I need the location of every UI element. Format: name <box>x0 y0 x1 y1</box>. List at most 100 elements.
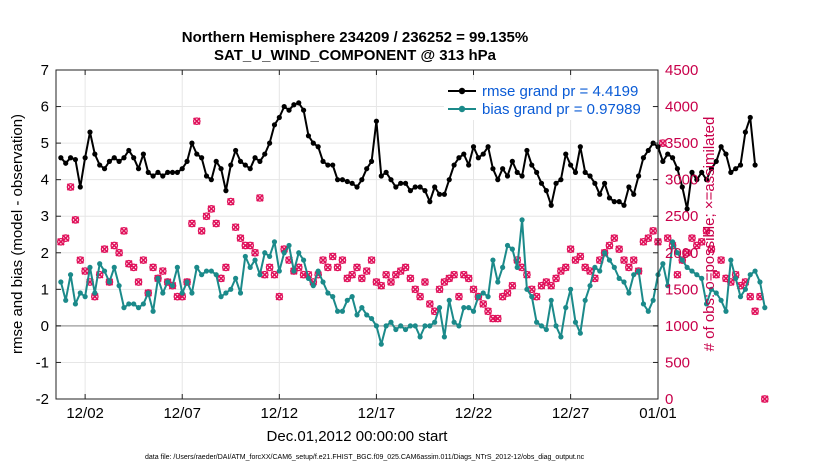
rmse-point <box>747 114 753 121</box>
bias-point <box>737 294 744 300</box>
rmse-point <box>708 166 715 172</box>
bias-point <box>87 264 93 270</box>
x-tick-label: 12/12 <box>261 405 299 422</box>
rmse-point <box>116 158 122 164</box>
bias-point <box>145 290 151 296</box>
bias-point <box>267 253 273 260</box>
rmse-point <box>135 166 142 172</box>
rmse-point <box>106 158 113 164</box>
rmse-point <box>199 155 205 161</box>
rmse-point <box>606 195 613 201</box>
obs-possible-point <box>688 234 696 243</box>
bias-point <box>568 286 574 292</box>
rmse-point <box>538 180 545 186</box>
bias-point <box>475 294 481 300</box>
obs-assimilated-point <box>426 300 434 308</box>
rmse-point <box>626 184 632 190</box>
obs-possible-point <box>197 226 206 235</box>
bias-point <box>344 297 350 303</box>
obs-assimilated-point <box>576 252 585 261</box>
obs-assimilated-point <box>450 270 458 279</box>
obs-possible-point <box>557 267 565 275</box>
obs-possible-point <box>173 292 182 301</box>
bias-point <box>393 326 399 333</box>
rmse-point <box>291 102 297 108</box>
obs-assimilated-point <box>751 307 759 316</box>
rmse-point <box>509 158 515 164</box>
obs-assimilated-point <box>561 263 570 272</box>
obs-assimilated-point <box>746 292 755 301</box>
rmse-point <box>694 177 700 183</box>
obs-possible-point <box>401 263 410 272</box>
rmse-point <box>189 140 195 146</box>
rmse-point <box>218 166 224 172</box>
obs-possible-point <box>324 263 332 272</box>
bias-point <box>364 312 370 318</box>
rmse-point <box>466 162 472 168</box>
obs-assimilated-point <box>435 285 444 294</box>
obs-possible-point <box>212 219 221 228</box>
obs-assimilated-point <box>406 274 415 283</box>
bias-point <box>101 268 108 274</box>
obs-possible-point <box>445 274 454 283</box>
obs-assimilated-point <box>673 270 682 279</box>
obs-possible-point <box>425 300 434 308</box>
rmse-point <box>470 144 477 150</box>
obs-assimilated-point <box>503 289 512 297</box>
bias-point <box>106 279 113 285</box>
obs-possible-point <box>275 292 284 301</box>
bias-point <box>402 326 409 333</box>
obs-assimilated-point <box>508 281 517 290</box>
rmse-point <box>126 147 132 154</box>
rmse-point <box>111 155 117 161</box>
rmse-point <box>300 107 307 113</box>
obs-assimilated-point <box>688 234 696 242</box>
bias-point <box>626 290 632 296</box>
x-tick-label: 01/01 <box>639 405 677 422</box>
bias-point <box>694 272 700 278</box>
rmse-point <box>577 144 583 150</box>
obs-possible-point <box>76 256 85 264</box>
obs-possible-point <box>115 248 123 257</box>
right-y-tick-label: 3500 <box>665 135 698 152</box>
left-y-tick-label: 6 <box>41 99 49 116</box>
obs-assimilated-point <box>464 274 473 283</box>
series-layer <box>57 100 769 403</box>
bias-point <box>140 301 146 307</box>
rmse-point <box>616 199 622 205</box>
bias-point <box>184 279 190 285</box>
obs-assimilated-point <box>71 216 80 224</box>
rmse-point <box>699 169 705 175</box>
obs-assimilated-point <box>319 256 327 264</box>
obs-possible-point <box>479 300 488 308</box>
rmse-point <box>364 166 370 172</box>
obs-possible-point <box>547 281 556 290</box>
left-y-axis-label: rmse and bias (model - observation) <box>9 114 26 354</box>
rmse-point <box>684 206 690 212</box>
rmse-point <box>233 147 239 154</box>
right-y-tick-label: 500 <box>665 354 690 371</box>
rmse-point <box>635 173 642 179</box>
bias-point <box>160 290 166 296</box>
bias-point <box>534 319 540 325</box>
obs-possible-point <box>251 248 259 257</box>
obs-possible-point <box>459 270 468 279</box>
bias-point <box>194 264 200 270</box>
obs-possible-point <box>639 237 648 246</box>
bias-point <box>203 268 210 274</box>
obs-assimilated-point <box>421 278 429 286</box>
bias-point <box>237 290 244 296</box>
obs-possible-point <box>726 278 735 286</box>
obs-assimilated-point <box>207 205 216 213</box>
bias-point <box>616 275 622 281</box>
left-y-tick-label: 4 <box>41 172 49 189</box>
bias-point <box>529 294 535 300</box>
rmse-point <box>160 173 166 179</box>
obs-assimilated-point <box>411 285 420 294</box>
obs-possible-point <box>61 234 70 243</box>
rmse-point <box>82 155 88 161</box>
bias-point <box>252 257 258 263</box>
obs-possible-point <box>231 223 240 232</box>
obs-possible-point <box>620 256 628 264</box>
obs-assimilated-point <box>663 234 672 242</box>
